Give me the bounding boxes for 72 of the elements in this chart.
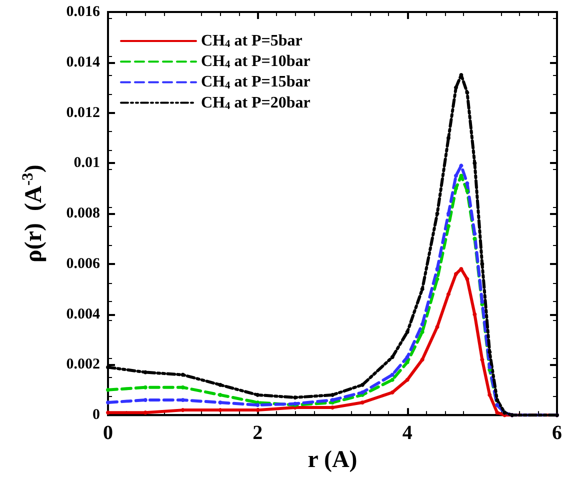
x-tick-label: 4 [402,422,412,444]
point [420,358,424,362]
y-tick-label: 0.016 [66,4,100,20]
point [330,406,334,410]
y-tick-label: 0.01 [74,155,100,172]
point [330,398,334,402]
point [454,272,458,276]
point [435,277,440,282]
y-tick-label: 0.012 [66,104,100,121]
y-tick-label: 0 [92,407,100,424]
y-tick-label: 0.008 [66,206,100,222]
point [405,330,410,334]
point [420,322,424,326]
point [405,355,410,360]
point [472,312,477,316]
point [218,400,222,404]
point [390,372,394,377]
y-axis-title: ρ(r) (A-3) [20,164,47,262]
y-tick-label: 0.014 [66,54,100,70]
point [180,372,185,377]
point [256,392,260,397]
point [106,410,110,415]
point [480,358,484,362]
y-tick-label: 0.002 [66,356,100,373]
x-axis-title: r (A) [308,447,358,473]
point [446,212,450,216]
point [454,186,458,190]
point [390,355,394,360]
point [405,360,410,364]
point [360,400,364,404]
point [435,212,440,216]
point [330,392,334,397]
point [465,181,470,186]
point [465,188,470,193]
point [293,395,298,400]
y-tick-label: 0.004 [66,306,100,322]
point [465,90,470,95]
point [420,330,424,334]
point [459,164,464,168]
point [218,382,222,387]
point [472,161,477,166]
point [143,398,148,402]
point [454,174,458,178]
point [360,390,364,394]
point [446,136,450,140]
point [446,292,450,296]
point [106,400,110,404]
point [435,266,440,271]
y-tick-label: 0.006 [66,256,100,272]
point [495,410,500,415]
point [472,236,477,241]
point [435,324,440,329]
point [488,350,492,354]
x-tick-label: 6 [552,422,562,444]
point [446,224,450,228]
x-tick-label: 2 [252,422,263,444]
point [360,382,364,387]
point [454,86,458,90]
point [390,378,394,382]
point [472,232,477,236]
point [488,365,492,370]
point [143,370,148,374]
point [488,392,492,397]
point [390,390,394,394]
point [218,392,222,397]
point [495,398,500,402]
point [106,365,110,370]
point [256,403,260,408]
point [420,287,424,292]
point [180,385,185,390]
point [106,388,110,392]
point [405,378,410,382]
